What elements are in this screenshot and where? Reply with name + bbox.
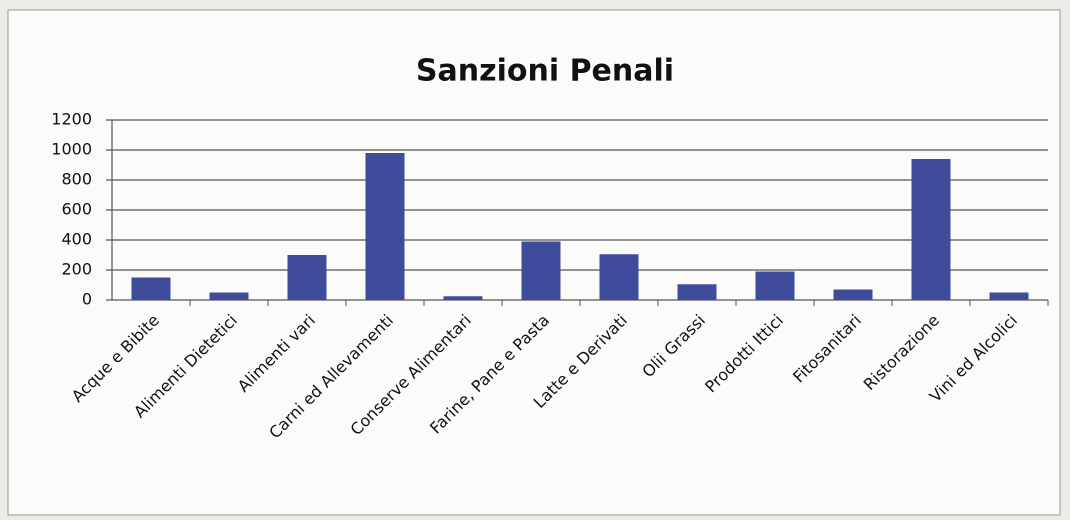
bar [443,296,483,300]
bar [365,153,405,300]
y-tick-label: 1000 [51,140,92,159]
y-tick-label: 600 [61,200,92,219]
bar [287,255,327,300]
bar [677,284,717,300]
chart-title: Sanzioni Penali [416,54,674,89]
bar [131,277,171,300]
y-tick-label: 0 [82,290,92,309]
y-tick-label: 1200 [51,110,92,129]
bar [521,241,561,300]
bar [599,254,639,300]
bar [911,159,951,300]
y-tick-label: 200 [61,260,92,279]
y-tick-label: 800 [61,170,92,189]
y-tick-label: 400 [61,230,92,249]
bar [755,271,795,300]
bar [833,289,873,300]
bar [989,292,1029,300]
bar [209,292,249,300]
